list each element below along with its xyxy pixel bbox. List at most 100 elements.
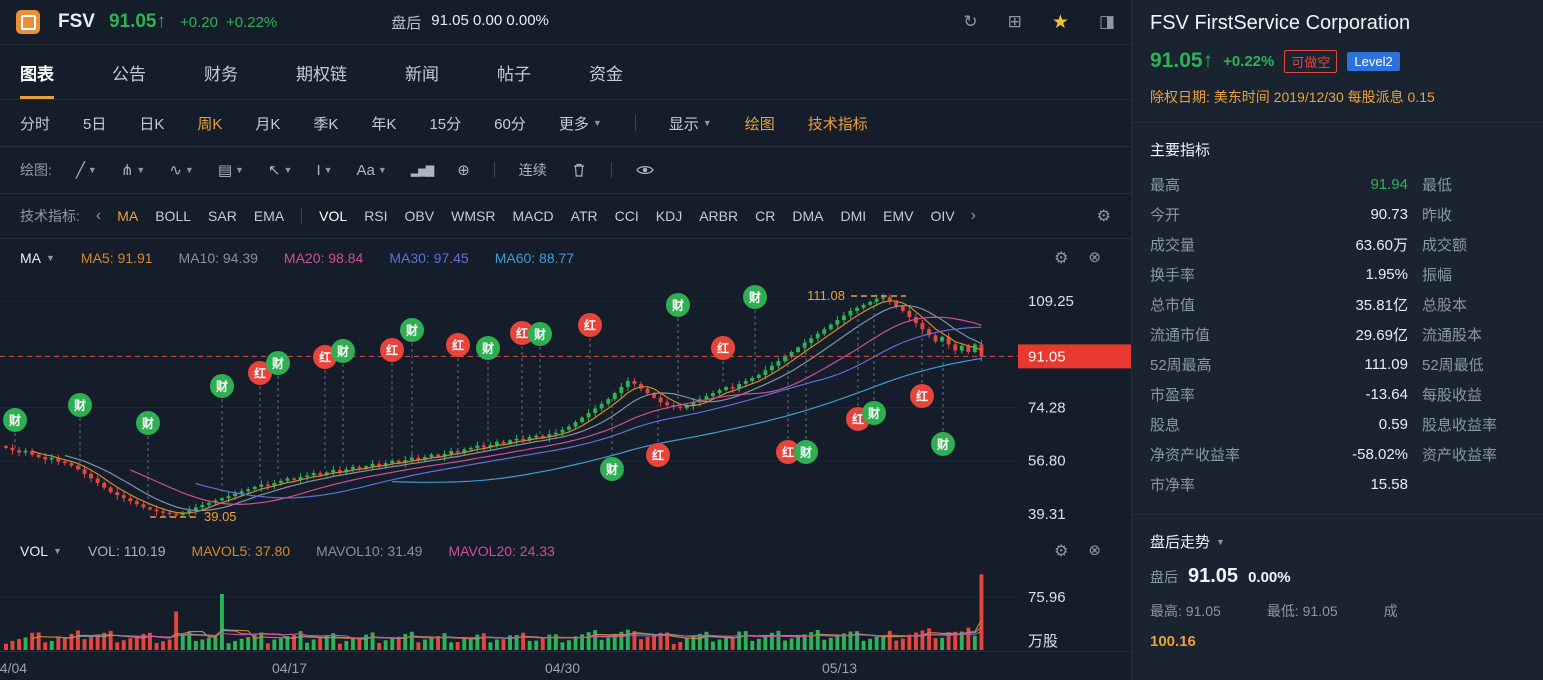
svg-text:红: 红 [516,326,528,341]
panel-toggle-icon[interactable]: ◨ [1098,12,1115,31]
ex-dividend-notice: 除权日期: 美东时间 2019/12/30 每股派息 0.15 [1150,89,1435,105]
indicator-cr[interactable]: CR [755,208,776,224]
svg-text:109.25: 109.25 [1028,293,1074,310]
afterhours-section-title[interactable]: 盘后走势 ▼ [1150,534,1225,551]
svg-text:财: 财 [867,406,880,421]
svg-text:56.80: 56.80 [1028,453,1066,470]
trash-icon[interactable] [571,162,587,178]
stat-row: 流通市值 29.69亿 流通股本 [1150,326,1483,344]
svg-text:财: 财 [481,341,494,356]
indicator-oiv[interactable]: OIV [930,208,955,224]
timeframe-60min[interactable]: 60分 [494,115,526,133]
volume-chart-svg[interactable]: 75.96 万股 [0,567,1131,651]
eye-icon[interactable] [636,163,654,177]
draw-mode-button[interactable]: 绘图 [744,115,775,133]
pitchfork-tool-icon[interactable]: ⋔ ▼ [120,162,146,179]
timeframe-intraday[interactable]: 分时 [20,115,51,133]
indicator-sar[interactable]: SAR [208,208,237,224]
ma-settings-gear-icon[interactable]: ⚙ [1054,250,1069,267]
company-name: FSV FirstService Corporation [1150,12,1411,34]
tab-funds[interactable]: 资金 [589,64,623,84]
chevron-down-icon: ▼ [283,165,293,175]
svg-text:75.96: 75.96 [1028,589,1066,606]
indicator-boll[interactable]: BOLL [155,208,192,224]
stat-row: 总市值 35.81亿 总股本 [1150,296,1468,314]
channel-tool-icon[interactable]: ▤ ▼ [217,162,244,179]
timeframe-daily[interactable]: 日K [139,115,165,133]
wave-tool-icon[interactable]: ∿ ▼ [169,162,194,179]
tech-indicator-button[interactable]: 技术指标 [807,115,868,133]
indicator-macd[interactable]: MACD [512,208,554,224]
ma-indicator-selector[interactable]: MA ▼ [20,250,55,266]
text-tool-icon[interactable]: Aa ▼ [356,161,387,179]
vol-settings-gear-icon[interactable]: ⚙ [1054,543,1069,560]
tab-chart[interactable]: 图表 [20,45,54,99]
timeframe-more[interactable]: 更多 ▼ [558,115,602,133]
arrow-tool-icon[interactable]: ↖ ▼ [267,162,293,179]
indicator-kdj[interactable]: KDJ [655,208,683,224]
afterhours-cutoff-text: 成 [1383,603,1398,619]
timeframe-yearly[interactable]: 年K [371,115,397,133]
divider [634,115,636,131]
key-stats-title: 主要指标 [1150,142,1211,159]
indicator-obv[interactable]: OBV [404,208,435,224]
price-chart-svg[interactable]: 111.0839.05财财财财红财红财红财红 财红 财红财红财红财红 财红 财红财109… [0,277,1131,535]
chevron-down-icon: ▼ [1216,536,1225,547]
chart-style-icon[interactable]: ▂▅▇ [410,164,434,177]
grid-layout-icon[interactable]: ⊞ [1007,12,1022,31]
chevron-down-icon: ▼ [323,165,333,175]
svg-text:财: 财 [141,416,154,431]
timeframe-weekly[interactable]: 周K [197,115,223,133]
indicator-vol[interactable]: VOL [319,208,348,224]
cursor-tool-icon[interactable]: I ▼ [316,161,333,179]
trendline-tool-icon[interactable]: ╱ ▼ [75,162,97,179]
timeframe-monthly[interactable]: 月K [255,115,281,133]
indicator-emv[interactable]: EMV [883,208,914,224]
svg-text:39.31: 39.31 [1028,506,1066,523]
chevron-left-icon[interactable]: ‹ [95,207,102,224]
svg-text:红: 红 [584,318,596,333]
indicator-wmsr[interactable]: WMSR [451,208,496,224]
indicator-atr[interactable]: ATR [570,208,598,224]
price-chart-area: 111.08 39.05 财财财财红财红财红财红财红财红财红财红财红财红财红财 109… [0,277,1131,535]
vol-values: VOL: 110.19 MAVOL5: 37.80 MAVOL10: 31.49 MA… [88,543,555,559]
timeframe-5d[interactable]: 5日 [83,115,107,133]
shortable-badge: 可做空 [1284,49,1338,73]
display-menu[interactable]: 显示 ▼ [668,115,712,133]
chevron-down-icon: ▼ [377,165,387,175]
tab-financials[interactable]: 财务 [204,64,238,84]
tab-news[interactable]: 新闻 [405,64,439,84]
candles-group [4,293,984,518]
stat-row: 净资产收益率 -58.02% 资产收益率 [1150,445,1498,464]
indicator-ma[interactable]: MA [117,208,139,224]
indicator-cci[interactable]: CCI [614,208,639,224]
timeframe-15min[interactable]: 15分 [429,115,462,133]
tab-announcements[interactable]: 公告 [112,64,146,84]
vol-indicator-selector[interactable]: VOL ▼ [20,543,62,559]
indicator-ema[interactable]: EMA [253,208,285,224]
indicator-settings-gear-icon[interactable]: ⚙ [1096,208,1111,225]
zoom-icon[interactable]: ⊕ [457,162,470,179]
indicator-arbr[interactable]: ARBR [699,208,739,224]
tab-posts[interactable]: 帖子 [497,64,531,84]
level2-badge[interactable]: Level2 [1347,51,1400,71]
tab-options-chain[interactable]: 期权链 [296,64,347,84]
ma-close-icon[interactable]: ⊗ [1088,249,1101,266]
stock-logo-icon [16,10,40,34]
chevron-down-icon: ▼ [702,118,712,128]
indicator-dma[interactable]: DMA [792,208,824,224]
afterhours-high: 最高: 91.05 [1150,603,1221,619]
topbar-icons: ↻ ⊞ ★ ◨ [963,11,1115,34]
continuous-draw-toggle[interactable]: 连续 [518,162,547,178]
ma-lines-group [32,300,982,514]
chevron-down-icon: ▼ [235,165,244,175]
svg-text:红: 红 [386,343,398,358]
timeframe-quarterly[interactable]: 季K [313,115,339,133]
svg-text:红: 红 [717,341,729,356]
indicator-dmi[interactable]: DMI [840,208,867,224]
chevron-right-icon[interactable]: › [970,207,976,224]
indicator-rsi[interactable]: RSI [364,208,388,224]
favorite-star-icon[interactable]: ★ [1051,11,1069,33]
vol-close-icon[interactable]: ⊗ [1088,542,1101,559]
refresh-icon[interactable]: ↻ [963,12,978,31]
